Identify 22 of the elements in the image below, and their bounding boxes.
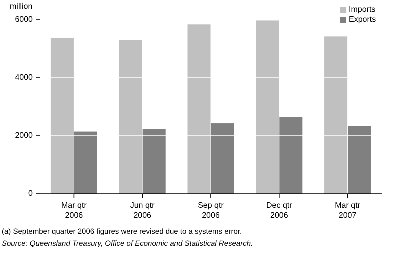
y-axis-title: million	[10, 2, 33, 12]
x-tick-label: Mar qtr 2006	[62, 201, 88, 220]
legend-label: Exports	[349, 15, 376, 24]
x-tick-label: Mar qtr 2007	[335, 201, 361, 220]
bar	[119, 40, 142, 194]
y-tick-label: 6000	[15, 15, 34, 24]
y-tick-label: 4000	[15, 73, 34, 82]
x-tick-label: Dec qtr 2006	[266, 201, 293, 220]
bar	[211, 124, 234, 194]
bar	[324, 36, 348, 194]
bar	[74, 132, 98, 194]
x-tick-label: Sep qtr 2006	[198, 201, 224, 220]
bar	[50, 38, 74, 194]
y-tick-label: 2000	[15, 131, 34, 140]
legend-label: Imports	[349, 5, 376, 14]
bar	[348, 126, 372, 194]
bar	[280, 117, 303, 194]
bar	[142, 129, 166, 194]
y-tick-label: 0	[28, 189, 34, 198]
x-tick-label: Jun qtr 2006	[130, 201, 156, 220]
bar	[188, 24, 211, 194]
bar	[256, 20, 280, 194]
